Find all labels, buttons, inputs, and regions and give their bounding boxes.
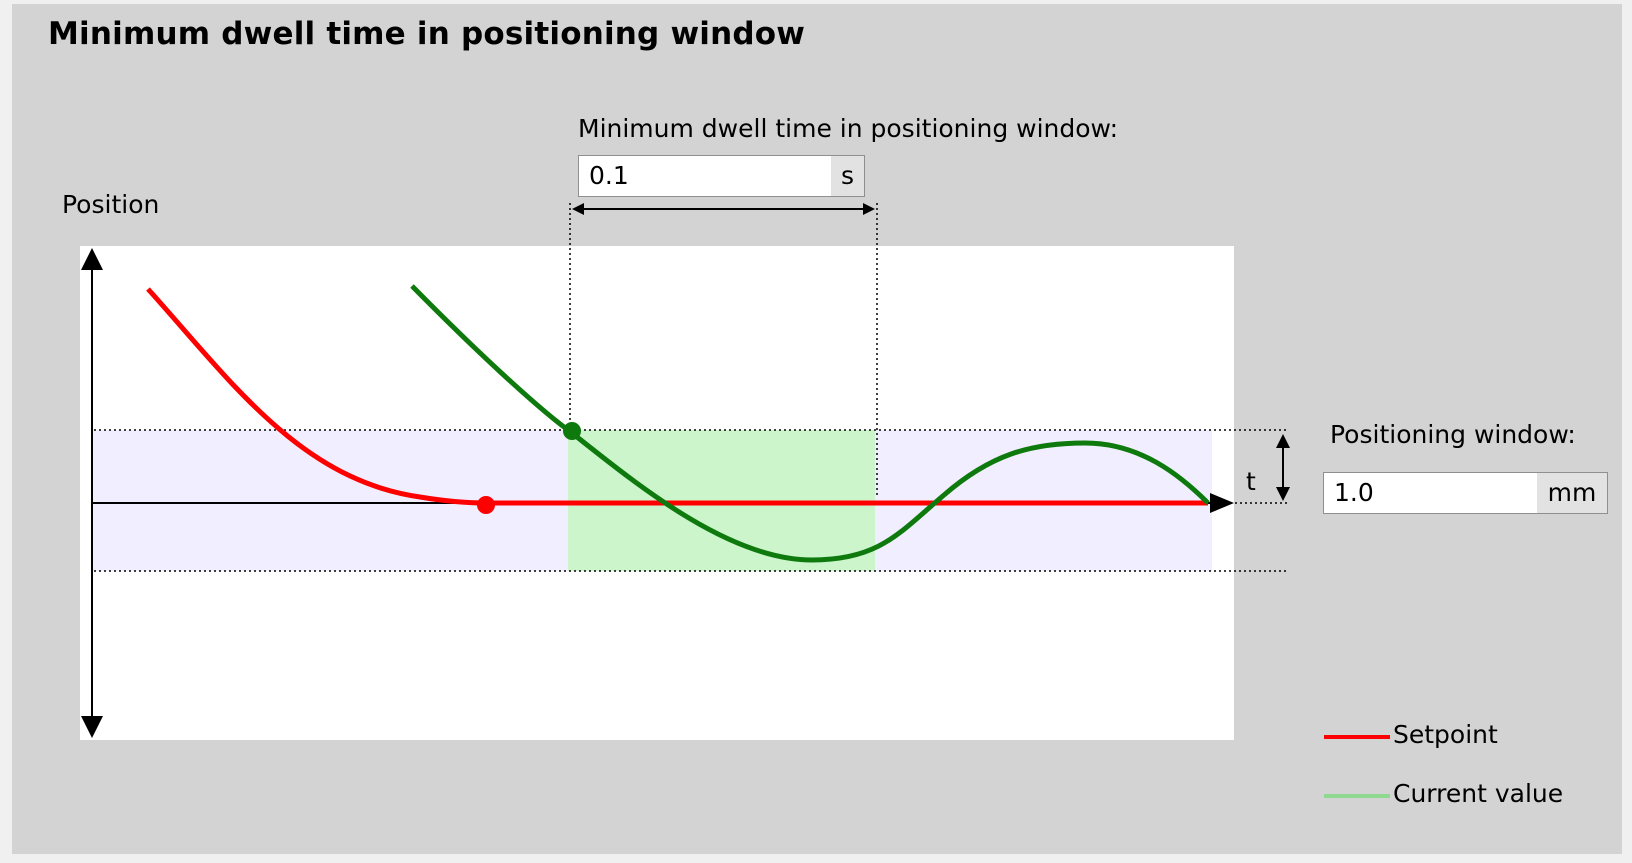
panel-title: Minimum dwell time in positioning window: [48, 16, 806, 52]
x-axis-arrow: [1210, 493, 1234, 513]
dwell-time-input[interactable]: 0.1: [589, 161, 629, 190]
tolerance-arrow-top-head: [1276, 434, 1290, 448]
y-axis-top-arrow: [81, 248, 103, 270]
positioning-window-field[interactable]: 1.0 mm: [1323, 472, 1608, 514]
positioning-window-label: Positioning window:: [1330, 420, 1576, 449]
current-value-legend-swatch: [1324, 794, 1390, 798]
dwell-time-field[interactable]: 0.1 s: [578, 155, 865, 197]
tolerance-label: t: [1246, 467, 1256, 496]
dwell-time-unit: s: [830, 156, 864, 196]
dwell-arrow-left-head: [572, 203, 584, 215]
positioning-window-unit: mm: [1537, 473, 1607, 513]
dwell-time-label: Minimum dwell time in positioning window…: [578, 114, 1119, 143]
setpoint-reached-marker: [477, 496, 495, 514]
window-entry-marker: [563, 422, 581, 440]
y-axis-label: Position: [62, 190, 160, 219]
positioning-window-input[interactable]: 1.0: [1334, 478, 1374, 507]
y-axis-bottom-arrow: [81, 716, 103, 738]
current-value-legend-label: Current value: [1393, 779, 1564, 808]
setpoint-legend-swatch: [1324, 735, 1390, 739]
dwell-arrow-right-head: [863, 203, 875, 215]
setpoint-curve: [146, 287, 1208, 506]
current-value-curve: [410, 284, 1210, 563]
setpoint-legend-label: Setpoint: [1393, 720, 1498, 749]
tolerance-arrow-bottom-head: [1276, 487, 1290, 501]
